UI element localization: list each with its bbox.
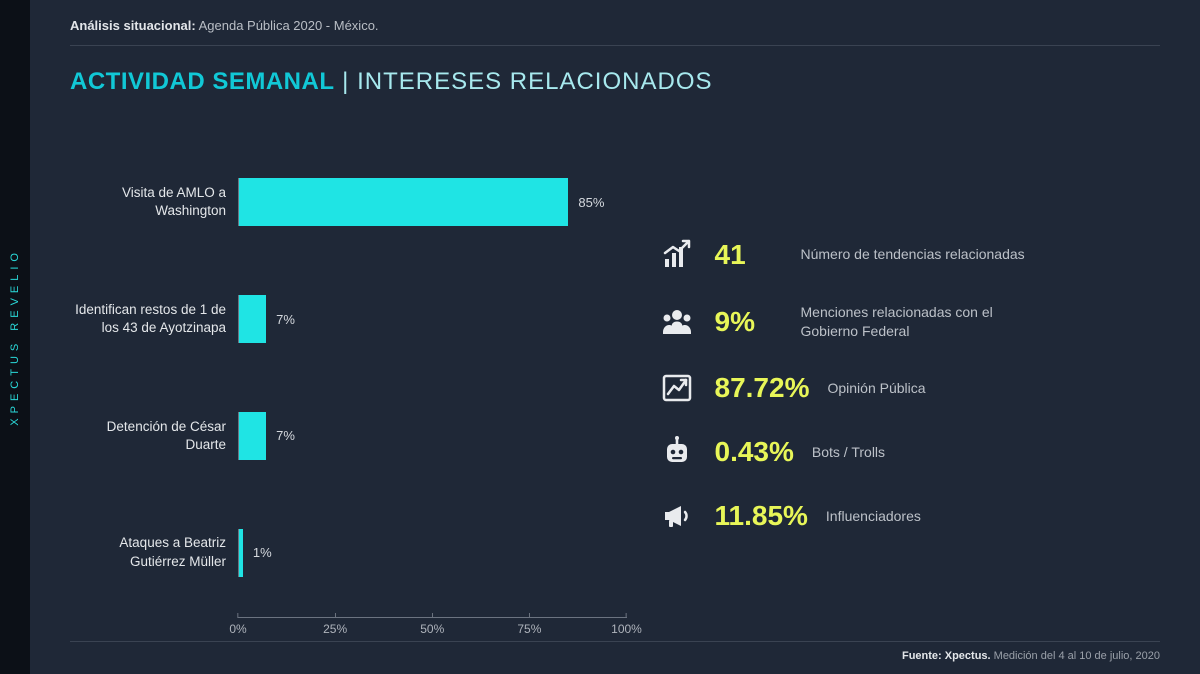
headline-thin: INTERESES RELACIONADOS <box>357 68 712 95</box>
stat-value: 9% <box>715 306 783 338</box>
x-axis: 0%25%50%75%100% <box>70 617 627 641</box>
axis-tick: 25% <box>323 613 347 636</box>
axis-tick: 0% <box>229 613 246 636</box>
stats-panel: 41 Número de tendencias relacionadas 9% … <box>657 124 1161 641</box>
stat-desc: Influenciadores <box>826 507 921 526</box>
robot-icon <box>657 436 697 468</box>
footer-rest: Medición del 4 al 10 de julio, 2020 <box>991 650 1160 662</box>
brand-text: XPECTUS REVELIO <box>9 248 21 426</box>
bar-track: 7% <box>238 412 627 460</box>
group-icon <box>657 306 697 338</box>
bar-row: Ataques a Beatriz Gutiérrez Müller 1% <box>70 517 627 589</box>
bar-label: Visita de AMLO a Washington <box>70 184 226 220</box>
brand-rail: XPECTUS REVELIO <box>0 0 30 674</box>
bar-track: 1% <box>238 529 627 577</box>
context-rest: Agenda Pública 2020 - México. <box>196 18 379 33</box>
axis-tick: 100% <box>611 613 642 636</box>
bar-value: 7% <box>276 312 295 327</box>
stat-value: 11.85% <box>715 500 808 532</box>
context-bold: Análisis situacional: <box>70 18 196 33</box>
context-line: Análisis situacional: Agenda Pública 202… <box>70 18 1160 46</box>
axis-tick: 75% <box>517 613 541 636</box>
stat-row: 41 Número de tendencias relacionadas <box>657 239 1161 271</box>
stat-row: 0.43% Bots / Trolls <box>657 436 1161 468</box>
growth-chart-icon <box>657 239 697 271</box>
bar-label: Detención de César Duarte <box>70 418 226 454</box>
bar-value: 7% <box>276 428 295 443</box>
bar-value: 1% <box>253 545 272 560</box>
bar-row: Visita de AMLO a Washington 85% <box>70 166 627 238</box>
bar-row: Detención de César Duarte 7% <box>70 400 627 472</box>
bar-row: Identifican restos de 1 de los 43 de Ayo… <box>70 283 627 355</box>
stat-value: 87.72% <box>715 372 810 404</box>
megaphone-icon <box>657 500 697 532</box>
stat-value: 0.43% <box>715 436 794 468</box>
stat-row: 9% Menciones relacionadas con el Gobiern… <box>657 303 1161 341</box>
footer: Fuente: Xpectus. Medición del 4 al 10 de… <box>70 641 1160 662</box>
stat-desc: Opinión Pública <box>827 379 925 398</box>
stat-row: 11.85% Influenciadores <box>657 500 1161 532</box>
footer-bold: Fuente: Xpectus. <box>902 650 991 662</box>
page: Análisis situacional: Agenda Pública 202… <box>30 0 1200 674</box>
bar-fill <box>239 529 243 577</box>
stat-row: 87.72% Opinión Pública <box>657 372 1161 404</box>
stat-value: 41 <box>715 239 783 271</box>
bar-chart: Visita de AMLO a Washington 85% Identifi… <box>70 124 627 641</box>
headline-bold: ACTIVIDAD SEMANAL <box>70 68 335 95</box>
bar-label: Ataques a Beatriz Gutiérrez Müller <box>70 534 226 570</box>
bar-label: Identifican restos de 1 de los 43 de Ayo… <box>70 301 226 337</box>
stat-desc: Bots / Trolls <box>812 443 885 462</box>
bar-fill <box>239 295 266 343</box>
content: Visita de AMLO a Washington 85% Identifi… <box>70 124 1160 641</box>
bar-value: 85% <box>578 195 604 210</box>
bar-fill <box>239 412 266 460</box>
bar-track: 7% <box>238 295 627 343</box>
headline: ACTIVIDAD SEMANAL | INTERESES RELACIONAD… <box>70 68 1160 96</box>
stat-desc: Menciones relacionadas con el Gobierno F… <box>801 303 1041 341</box>
bar-track: 85% <box>238 178 627 226</box>
bar-fill <box>239 178 568 226</box>
headline-sep: | <box>335 68 358 95</box>
line-chart-icon <box>657 372 697 404</box>
axis-tick: 50% <box>420 613 444 636</box>
stat-desc: Número de tendencias relacionadas <box>801 245 1025 264</box>
